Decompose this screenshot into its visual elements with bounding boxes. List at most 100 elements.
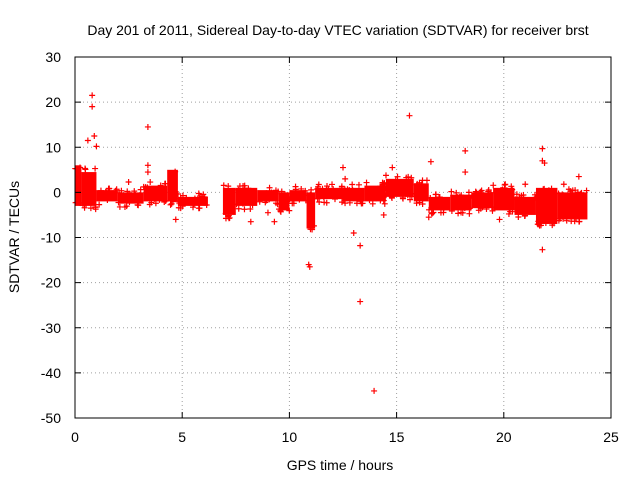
data-point	[194, 197, 201, 204]
data-point	[578, 189, 585, 196]
outlier-point	[575, 173, 582, 180]
ticks	[74, 56, 612, 419]
data-point	[233, 201, 240, 208]
data-point	[92, 165, 99, 172]
data-point	[563, 217, 570, 224]
data-band	[96, 190, 118, 202]
data-point	[247, 206, 254, 213]
data-point	[167, 201, 174, 208]
data-point	[321, 199, 328, 206]
data-point	[196, 205, 203, 212]
x-tick-label: 10	[282, 429, 298, 445]
outlier-point	[539, 246, 546, 253]
data-band	[471, 192, 494, 209]
data-point	[394, 173, 401, 180]
data-point	[427, 194, 434, 201]
outlier-point	[427, 158, 434, 165]
outlier-point	[425, 214, 432, 221]
data-point	[320, 193, 327, 200]
x-tick-label: 5	[178, 429, 186, 445]
data-point	[440, 209, 447, 216]
data-point	[342, 200, 349, 207]
data-band	[81, 172, 97, 206]
y-tick-label: -20	[41, 275, 61, 291]
data-point	[307, 226, 314, 233]
data-point	[555, 190, 562, 197]
data-point	[485, 188, 492, 195]
data-point	[256, 198, 263, 205]
data-point	[249, 199, 256, 206]
data-point	[125, 192, 132, 199]
data-point	[281, 191, 288, 198]
data-point	[137, 186, 144, 193]
data-point	[83, 201, 90, 208]
outlier-point	[371, 387, 378, 394]
data-point	[80, 202, 87, 209]
outlier-point	[264, 209, 271, 216]
data-point	[377, 197, 384, 204]
y-tick-label: -40	[41, 365, 61, 381]
data-point	[273, 200, 280, 207]
data-point	[315, 181, 322, 188]
data-point	[225, 215, 232, 222]
outlier-point	[93, 143, 100, 150]
data-point	[436, 194, 443, 201]
outlier-point	[462, 147, 469, 154]
data-point	[459, 209, 466, 216]
data-point	[483, 205, 490, 212]
data-point	[156, 196, 163, 203]
data-point	[369, 200, 376, 207]
data-point	[292, 183, 299, 190]
data-point	[268, 189, 275, 196]
data-point	[96, 201, 103, 208]
data-point	[573, 215, 580, 222]
data-point	[513, 191, 520, 198]
data-point	[346, 187, 353, 194]
outlier-point	[144, 162, 151, 169]
data-band	[235, 187, 258, 206]
data-point	[310, 222, 317, 229]
data-point	[468, 192, 475, 199]
data-point	[377, 183, 384, 190]
data-point	[298, 185, 305, 192]
data-point	[382, 172, 389, 179]
outlier-point	[539, 145, 546, 152]
data-point	[349, 181, 356, 188]
data-point	[576, 218, 583, 225]
data-point	[363, 179, 370, 186]
data-point	[405, 173, 412, 180]
data-point	[419, 177, 426, 184]
data-point	[148, 199, 155, 206]
outlier-point	[89, 103, 96, 110]
data-point	[545, 187, 552, 194]
data-band	[167, 169, 178, 202]
y-tick-label: 20	[45, 94, 61, 110]
data-point	[453, 189, 460, 196]
data-band	[315, 187, 343, 200]
data-point	[448, 188, 455, 195]
data-point	[131, 188, 138, 195]
data-point	[116, 189, 123, 196]
data-point	[501, 181, 508, 188]
outlier-point	[462, 169, 469, 176]
data-point	[459, 204, 466, 211]
data-band	[535, 187, 558, 224]
data-point	[373, 195, 380, 202]
data-point	[583, 187, 590, 194]
data-point	[381, 200, 388, 207]
data-point	[541, 185, 548, 192]
data-point	[515, 213, 522, 220]
data-point	[502, 181, 509, 188]
data-point	[266, 184, 273, 191]
data-band	[385, 178, 414, 197]
data-point	[77, 164, 84, 171]
data-point	[330, 186, 337, 193]
data-point	[366, 197, 373, 204]
data-point	[332, 196, 339, 203]
outlier-point	[380, 211, 387, 218]
data-point	[577, 190, 584, 197]
data-point	[190, 204, 197, 211]
data-point	[537, 222, 544, 229]
